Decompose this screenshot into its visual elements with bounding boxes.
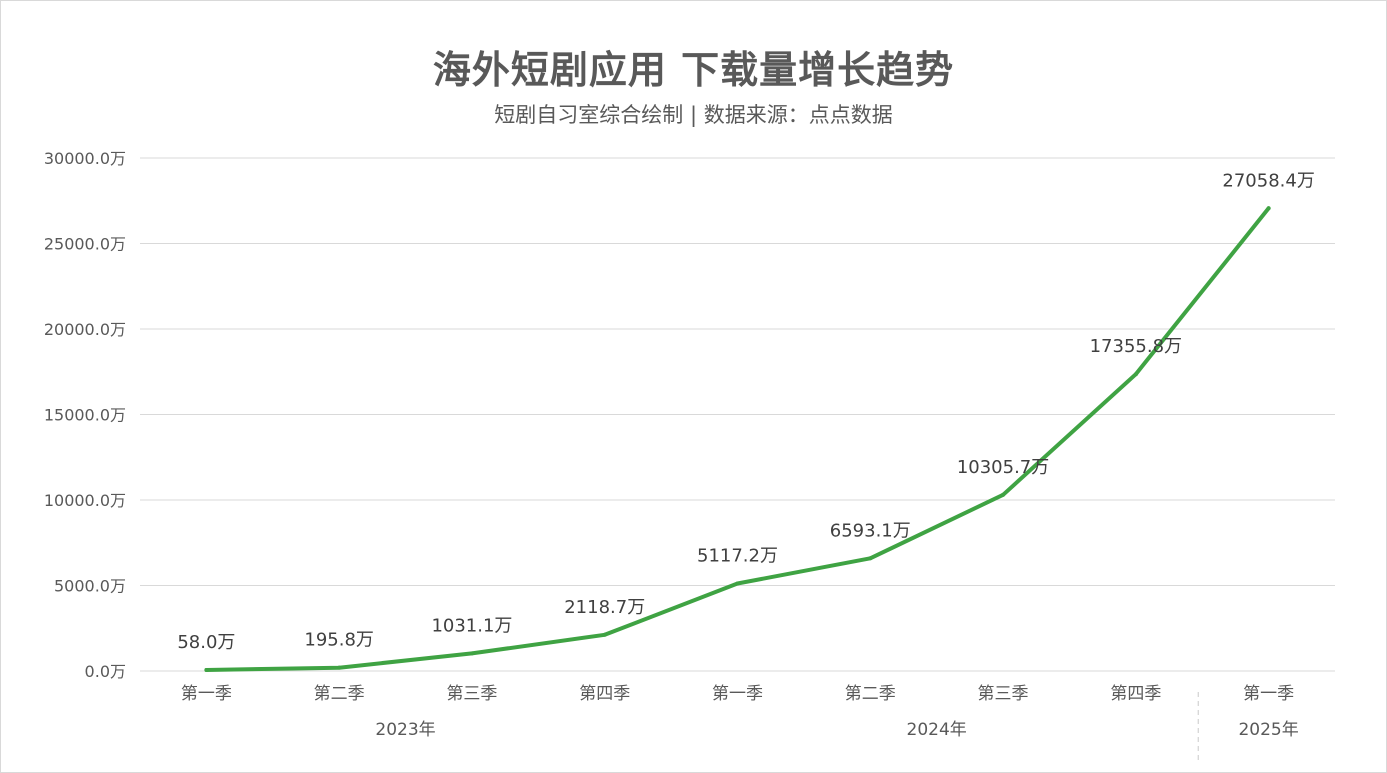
y-tick-label: 15000.0万 — [44, 406, 126, 425]
data-label: 10305.7万 — [957, 457, 1049, 478]
data-label: 6593.1万 — [830, 520, 911, 541]
y-tick-label: 20000.0万 — [44, 320, 126, 339]
x-group-label: 2023年 — [375, 720, 435, 740]
x-tick-label: 第一季 — [1243, 684, 1294, 704]
y-tick-label: 25000.0万 — [44, 235, 126, 254]
data-point — [868, 556, 873, 561]
x-group-label: 2025年 — [1238, 720, 1298, 740]
x-tick-label: 第一季 — [712, 684, 763, 704]
data-label: 2118.7万 — [564, 597, 645, 618]
x-tick-label: 第三季 — [978, 684, 1029, 704]
chart-subtitle: 短剧自习室综合绘制 | 数据来源：点点数据 — [494, 103, 893, 127]
x-tick-label: 第二季 — [845, 684, 896, 704]
data-label: 17355.8万 — [1090, 336, 1182, 357]
data-point — [204, 668, 209, 673]
x-tick-label: 第四季 — [579, 684, 630, 704]
x-tick-label: 第三季 — [446, 684, 497, 704]
y-tick-label: 0.0万 — [85, 662, 126, 681]
data-point — [602, 632, 607, 637]
y-tick-label: 30000.0万 — [44, 149, 126, 168]
data-point — [1266, 206, 1271, 211]
data-label: 195.8万 — [304, 630, 374, 651]
data-point — [1133, 372, 1138, 377]
data-label: 5117.2万 — [697, 545, 778, 566]
y-tick-label: 10000.0万 — [44, 491, 126, 510]
data-point — [1001, 492, 1006, 497]
data-label: 27058.4万 — [1222, 170, 1314, 191]
y-tick-label: 5000.0万 — [54, 577, 126, 596]
data-point — [735, 581, 740, 586]
x-group-label: 2024年 — [907, 720, 967, 740]
data-label: 1031.1万 — [431, 615, 512, 636]
x-tick-label: 第二季 — [314, 684, 365, 704]
x-tick-label: 第一季 — [181, 684, 232, 704]
series-line — [204, 206, 1271, 672]
data-point — [469, 651, 474, 656]
x-tick-label: 第四季 — [1110, 684, 1161, 704]
chart-title: 海外短剧应用 下载量增长趋势 — [432, 48, 955, 92]
data-label: 58.0万 — [177, 632, 235, 653]
data-point — [337, 665, 342, 670]
